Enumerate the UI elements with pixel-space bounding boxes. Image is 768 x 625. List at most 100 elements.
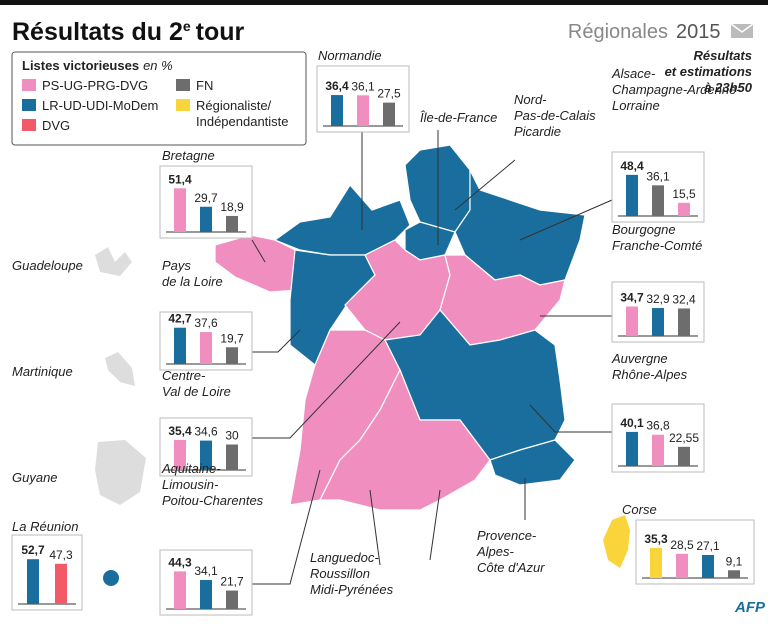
chart-title: Aquitaine- bbox=[161, 461, 221, 476]
chart-title: Val de Loire bbox=[162, 384, 231, 399]
chart-title: Poitou-Charentes bbox=[162, 493, 264, 508]
region-label: Alpes- bbox=[476, 544, 515, 559]
legend-unit: en % bbox=[143, 58, 173, 73]
bar bbox=[226, 347, 238, 364]
chart-title: Lorraine bbox=[612, 98, 660, 113]
top-bar bbox=[0, 0, 768, 5]
region-label: Pas-de-Calais bbox=[514, 108, 596, 123]
chart-title: Limousin- bbox=[162, 477, 219, 492]
bar bbox=[626, 431, 638, 466]
bar bbox=[331, 95, 343, 126]
bar bbox=[626, 306, 638, 336]
series-name: Régionales bbox=[568, 21, 668, 43]
value-label: 18,9 bbox=[220, 200, 244, 214]
region-label: Roussillon bbox=[310, 566, 370, 581]
note-line: Résultats bbox=[693, 48, 752, 63]
region-label: Midi-Pyrénées bbox=[310, 582, 394, 597]
legend-box bbox=[11, 51, 307, 146]
value-label: 51,4 bbox=[168, 172, 192, 186]
value-label: 30 bbox=[225, 429, 239, 443]
bar bbox=[652, 308, 664, 336]
value-label: 15,5 bbox=[672, 187, 696, 201]
year: 2015 bbox=[676, 21, 721, 43]
value-label: 29,7 bbox=[194, 191, 218, 205]
bar bbox=[383, 102, 395, 126]
value-label: 32,4 bbox=[672, 292, 696, 306]
chart-title: Franche-Comté bbox=[612, 238, 702, 253]
legend-swatch bbox=[176, 79, 190, 91]
value-label: 35,4 bbox=[168, 424, 192, 438]
value-label: 35,3 bbox=[644, 532, 668, 546]
chart-box bbox=[11, 534, 83, 611]
chart-title: de la Loire bbox=[162, 274, 223, 289]
value-label: 48,4 bbox=[620, 159, 644, 173]
source-logo: AFP bbox=[734, 599, 766, 616]
legend-swatch bbox=[22, 99, 36, 111]
legend-label-line: Régionaliste/ bbox=[196, 98, 272, 113]
legend-label: DVG bbox=[42, 118, 70, 133]
value-label: 34,7 bbox=[620, 291, 644, 305]
value-label: 37,6 bbox=[194, 316, 218, 330]
value-label: 32,9 bbox=[646, 292, 670, 306]
legend-label-line: Indépendantiste bbox=[196, 114, 289, 129]
value-label: 21,7 bbox=[220, 575, 244, 589]
value-label: 36,1 bbox=[646, 169, 670, 183]
chart-title: Bourgogne bbox=[612, 222, 676, 237]
bar bbox=[678, 446, 690, 466]
region-label: Languedoc- bbox=[310, 550, 379, 565]
chart-title: Rhône-Alpes bbox=[612, 367, 688, 382]
value-label: 36,8 bbox=[646, 419, 670, 433]
legend-swatch bbox=[22, 119, 36, 131]
legend-swatch bbox=[22, 79, 36, 91]
note-line: et estimations bbox=[665, 64, 752, 79]
bar bbox=[200, 440, 212, 470]
bar bbox=[676, 553, 688, 578]
bar bbox=[174, 571, 186, 609]
region-label: Guyane bbox=[12, 470, 58, 485]
value-label: 47,3 bbox=[49, 548, 73, 562]
leader-lines bbox=[251, 130, 613, 585]
value-label: 19,7 bbox=[220, 331, 244, 345]
bar bbox=[357, 95, 369, 126]
value-label: 36,4 bbox=[325, 79, 349, 93]
legend-title: Listes victorieuses en % bbox=[22, 58, 173, 73]
bar bbox=[702, 554, 714, 578]
bar bbox=[626, 174, 638, 216]
bar bbox=[174, 327, 186, 364]
bar bbox=[650, 547, 662, 578]
legend-label: PS-UG-PRG-DVG bbox=[42, 78, 148, 93]
value-label: 44,3 bbox=[168, 555, 192, 569]
bar bbox=[200, 206, 212, 232]
title: Résultats du 2e tour bbox=[12, 18, 245, 46]
title-end: tour bbox=[196, 18, 245, 46]
legend-title-main: Listes victorieuses bbox=[22, 58, 139, 73]
bar bbox=[652, 434, 664, 466]
legend-label: FN bbox=[196, 78, 213, 93]
envelope-icon bbox=[730, 23, 754, 38]
chart-title: Champagne-Ardenne- bbox=[612, 82, 741, 97]
value-label: 27,1 bbox=[696, 539, 720, 553]
bar bbox=[174, 188, 186, 232]
region-label: Guadeloupe bbox=[12, 258, 83, 273]
bar bbox=[174, 439, 186, 470]
bar bbox=[728, 570, 740, 578]
title-main: Résultats du 2 bbox=[12, 18, 183, 46]
legend-swatch bbox=[176, 99, 190, 111]
bar bbox=[678, 202, 690, 216]
value-label: 42,7 bbox=[168, 312, 192, 326]
bar bbox=[678, 308, 690, 336]
chart-title: Auvergne bbox=[611, 351, 668, 366]
chart-title: La Réunion bbox=[12, 519, 79, 534]
value-label: 34,6 bbox=[194, 425, 218, 439]
legend-label: Régionaliste/Indépendantiste bbox=[196, 98, 289, 129]
region-label: Picardie bbox=[514, 124, 561, 139]
bar bbox=[652, 185, 664, 216]
bar bbox=[27, 559, 39, 604]
value-label: 27,5 bbox=[377, 87, 401, 101]
bar bbox=[200, 332, 212, 364]
bar bbox=[226, 215, 238, 232]
value-label: 52,7 bbox=[21, 543, 45, 557]
region-label: Provence- bbox=[477, 528, 537, 543]
region-label: Nord- bbox=[514, 92, 547, 107]
